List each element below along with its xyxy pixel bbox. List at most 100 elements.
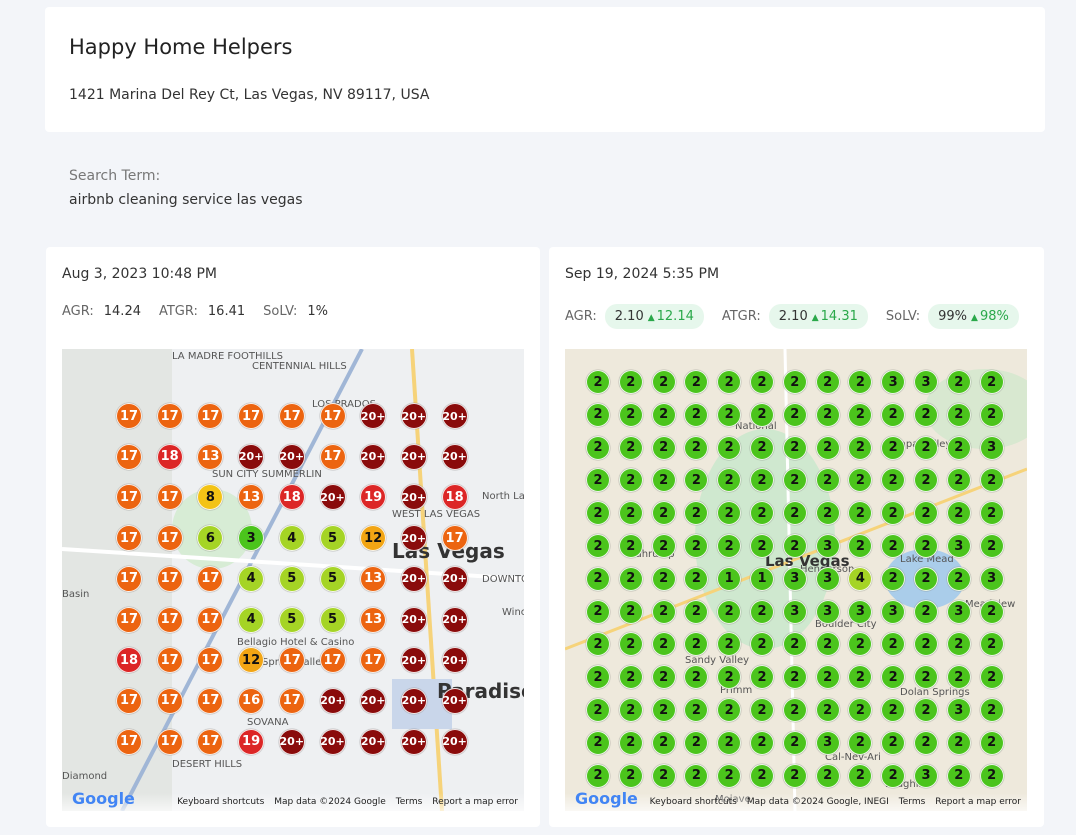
rank-pin: 2 [684,370,709,394]
metric: ATGR: 2.10 ▲ 14.31 [722,304,868,329]
rank-pin: 17 [360,647,387,674]
rank-pin: 2 [782,468,807,493]
rank-pin: 2 [914,402,938,427]
rank-pin: 3 [881,370,906,394]
rank-pin: 17 [156,525,183,552]
map-label: Lake Mead [900,554,954,565]
rank-pin: 2 [586,632,610,657]
rank-pin: 2 [914,665,938,690]
rank-pin: 2 [586,501,610,526]
rank-pin: 2 [815,435,840,460]
rank-pin: 2 [717,763,742,788]
rank-pin: 2 [946,370,971,394]
metric-label: SoLV: [885,309,921,324]
map-label: Diamond [62,771,108,782]
rank-pin: 17 [156,565,183,592]
rank-pin: 2 [586,534,610,558]
rank-pin: 17 [116,443,142,470]
rank-pin: 2 [618,665,643,690]
rank-pin: 2 [815,370,840,394]
up-arrow: ▲ [811,313,819,323]
rank-pin: 2 [979,370,1004,394]
metric-value: 2.10 [614,309,644,324]
rank-pin: 2 [717,468,742,493]
rank-pin: 2 [651,698,676,722]
rank-pin: 2 [651,599,676,624]
rank-pin: 19 [238,728,265,755]
rank-pin: 2 [815,763,840,788]
rank-pin: 2 [717,730,742,755]
rank-pin: 2 [782,435,807,460]
rank-pin: 2 [684,402,709,427]
business-title: Happy Home Helpers [69,35,293,59]
rank-pin: 20+ [319,687,346,714]
rank-pin: 13 [238,484,265,511]
rank-pin: 2 [782,730,807,755]
rank-pin: 17 [197,728,224,755]
rank-pin: 20+ [360,443,387,470]
rank-pin: 12 [360,525,387,552]
map-footer-link: Terms [395,797,423,807]
rank-pin: 2 [651,566,676,591]
rank-pin: 20+ [441,443,468,470]
rank-pin: 2 [848,468,873,493]
metric-change: ▲ 14.31 [812,309,858,324]
rank-pin: 2 [684,566,709,591]
rank-pin: 2 [979,534,1004,558]
rank-pin: 2 [881,566,906,591]
rank-pin: 2 [618,566,643,591]
rank-pin: 2 [750,632,774,657]
rank-pin: 20+ [400,647,427,674]
rank-pin: 2 [684,534,709,558]
search-term: airbnb cleaning service las vegas [69,192,303,208]
rank-pin: 2 [618,730,643,755]
rank-pin: 17 [278,687,305,714]
rank-pin: 3 [946,534,971,558]
rank-pin: 2 [848,501,873,526]
rank-pin: 2 [946,566,971,591]
rank-pin: 2 [586,370,610,394]
rank-pin: 2 [914,566,938,591]
up-arrow: ▲ [647,313,655,323]
rank-pin: 2 [651,468,676,493]
rank-pin: 20+ [319,728,346,755]
rank-pin: 2 [815,402,840,427]
rank-pin: 2 [914,501,938,526]
rank-pin: 5 [278,565,305,592]
rank-pin: 20+ [400,687,427,714]
rank-pin: 2 [750,501,774,526]
rank-pin: 2 [979,632,1004,657]
rank-pin: 2 [881,468,906,493]
map-footer: Keyboard shortcuts Map data ©2024 Google T… [62,793,524,811]
rank-pin: 20+ [400,606,427,633]
rank-pin: 2 [586,730,610,755]
rank-pin: 2 [618,435,643,460]
rank-pin: 20+ [360,687,387,714]
rank-pin: 2 [881,698,906,722]
rank-pin: 2 [618,534,643,558]
rank-pin: 2 [651,730,676,755]
rank-pin: 16 [238,687,265,714]
rank-pin: 3 [848,599,873,624]
metric: ATGR: 16.41 [159,304,245,319]
rank-pin: 1 [750,566,774,591]
rank-pin: 2 [848,763,873,788]
map-shape [925,369,1027,449]
rank-pin: 2 [684,501,709,526]
rank-pin: 2 [881,632,906,657]
rank-pin: 2 [782,534,807,558]
map-shape [565,467,1027,651]
rank-pin: 2 [651,501,676,526]
rank-pin: 2 [881,763,906,788]
metric-value: 1% [307,304,328,319]
rank-pin: 2 [881,501,906,526]
rank-pin: 2 [750,534,774,558]
rank-pin: 2 [881,435,906,460]
rank-pin: 2 [782,632,807,657]
rank-pin: 12 [238,647,265,674]
rank-pin: 2 [618,468,643,493]
rank-pin: 3 [946,599,971,624]
rank-pin: 2 [586,468,610,493]
